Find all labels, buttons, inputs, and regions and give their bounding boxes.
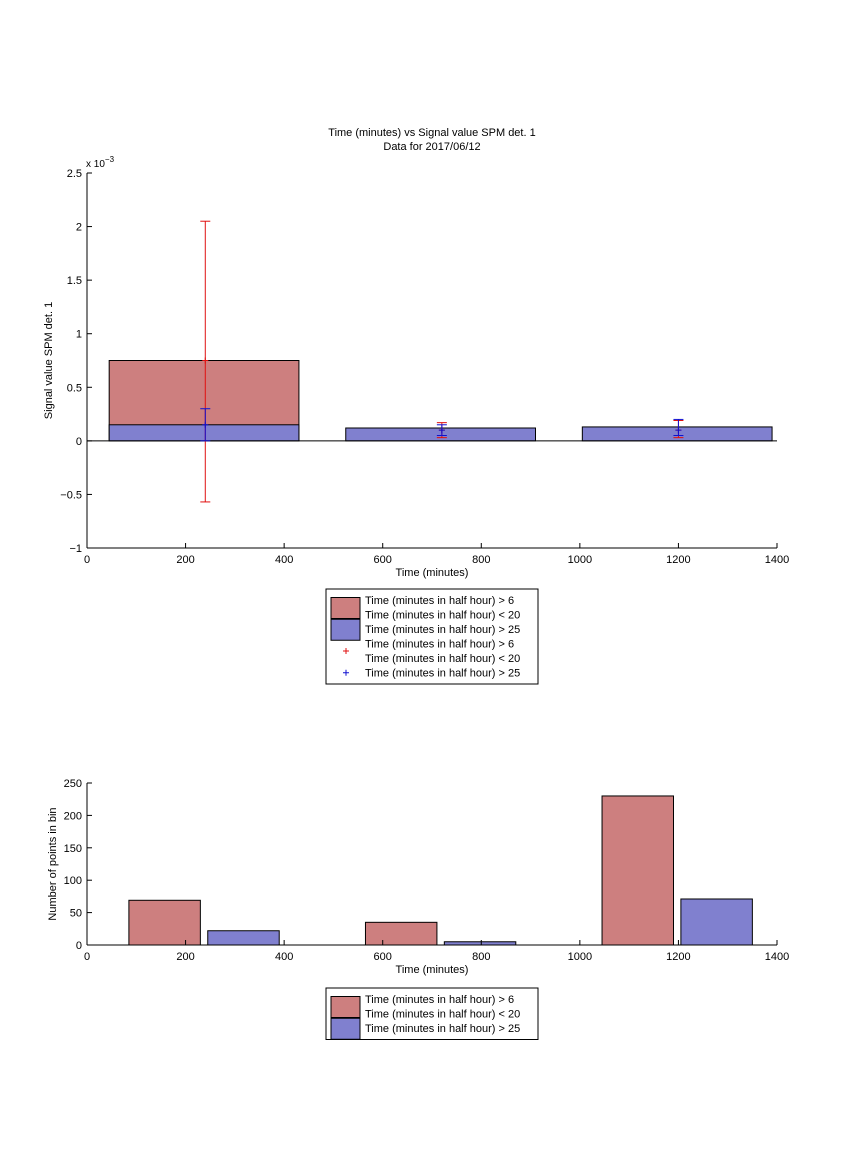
legend-swatch bbox=[330, 1017, 361, 1040]
error-bar bbox=[200, 220, 211, 503]
x-tick-label: 400 bbox=[275, 951, 293, 963]
legend-entry: Time (minutes in half hour) > 6 Time (min… bbox=[343, 639, 520, 665]
bar bbox=[680, 898, 753, 946]
legend-entry: Time (minutes in half hour) > 25 bbox=[330, 1017, 520, 1040]
y-exponent-base: x 10 bbox=[86, 159, 105, 170]
legend-label: Time (minutes in half hour) > 6 bbox=[365, 595, 514, 607]
bar bbox=[128, 899, 201, 946]
y-tick-label: 0 bbox=[76, 436, 82, 448]
legend-swatch bbox=[330, 618, 361, 641]
y-tick-label: 0.5 bbox=[67, 382, 82, 394]
bar bbox=[601, 795, 674, 946]
signal-chart: Time (minutes) vs Signal value SPM det. … bbox=[43, 127, 789, 685]
legend-box bbox=[325, 987, 539, 1040]
y-axis-label: Number of points in bin bbox=[47, 807, 59, 920]
legend: Time (minutes in half hour) > 6 Time (min… bbox=[325, 987, 539, 1040]
legend-label: Time (minutes in half hour) < 20 bbox=[365, 1009, 520, 1021]
y-tick-label: −0.5 bbox=[60, 489, 82, 501]
axes: 0 200 400 600 800 1000 1200 1400 0 50 100 150 200 250 bbox=[64, 778, 790, 963]
y-exponent-label: x 10−3 bbox=[86, 155, 115, 170]
error-bar bbox=[200, 408, 211, 442]
legend-box bbox=[325, 588, 539, 685]
legend: Time (minutes in half hour) > 6 Time (min… bbox=[325, 588, 539, 685]
y-tick-label: 100 bbox=[64, 875, 82, 887]
chart-subtitle: Data for 2017/06/12 bbox=[383, 141, 480, 153]
bar-layer bbox=[128, 795, 753, 946]
x-axis-label: Time (minutes) bbox=[396, 567, 469, 579]
error-bar bbox=[436, 424, 447, 436]
x-tick-label: 800 bbox=[472, 554, 490, 566]
y-exponent-power: −3 bbox=[105, 155, 115, 164]
x-tick-label: 1400 bbox=[765, 554, 789, 566]
y-tick-label: 150 bbox=[64, 843, 82, 855]
y-axis-label: Signal value SPM det. 1 bbox=[43, 302, 55, 419]
y-tick-label: −1 bbox=[69, 543, 82, 555]
x-tick-label: 800 bbox=[472, 951, 490, 963]
legend-label: Time (minutes in half hour) > 25 bbox=[365, 668, 520, 680]
legend-swatch bbox=[330, 996, 361, 1018]
legend-label: Time (minutes in half hour) > 6 bbox=[365, 994, 514, 1006]
legend-label: Time (minutes in half hour) > 25 bbox=[365, 1023, 520, 1035]
x-tick-label: 1000 bbox=[568, 554, 592, 566]
y-tick-label: 2 bbox=[76, 222, 82, 234]
x-tick-label: 600 bbox=[374, 951, 392, 963]
x-tick-label: 0 bbox=[84, 951, 90, 963]
x-tick-label: 1000 bbox=[568, 951, 592, 963]
bar-layer bbox=[108, 360, 773, 442]
y-tick-label: 250 bbox=[64, 778, 82, 790]
bar bbox=[364, 921, 438, 946]
x-axis-label: Time (minutes) bbox=[396, 964, 469, 976]
legend-label: Time (minutes in half hour) < 20 bbox=[365, 610, 520, 622]
x-tick-label: 1200 bbox=[666, 951, 690, 963]
y-tick-label: 2.5 bbox=[67, 168, 82, 180]
y-tick-label: 200 bbox=[64, 810, 82, 822]
legend-swatch bbox=[330, 597, 361, 619]
y-tick-label: 1.5 bbox=[67, 275, 82, 287]
bar bbox=[108, 424, 300, 442]
chart-title: Time (minutes) vs Signal value SPM det. … bbox=[328, 127, 535, 139]
legend-label: Time (minutes in half hour) > 25 bbox=[365, 624, 520, 636]
axes: 0 200 400 600 800 1000 1200 1400 −1 −0.5 0 0.5 1 1.5 2… bbox=[60, 168, 789, 566]
count-chart: 0 200 400 600 800 1000 1200 1400 0 50 100 150 200 250… bbox=[47, 778, 789, 1040]
x-tick-label: 1400 bbox=[765, 951, 789, 963]
y-tick-label: 1 bbox=[76, 329, 82, 341]
bar bbox=[581, 426, 773, 442]
legend-entry: Time (minutes in half hour) > 25 bbox=[330, 618, 520, 641]
legend-label: Time (minutes in half hour) < 20 bbox=[365, 653, 520, 665]
y-tick-label: 50 bbox=[70, 908, 82, 920]
x-tick-label: 200 bbox=[176, 951, 194, 963]
legend-entry: Time (minutes in half hour) > 6 Time (min… bbox=[330, 595, 520, 622]
x-tick-label: 1200 bbox=[666, 554, 690, 566]
bar bbox=[207, 930, 280, 946]
legend-entry: Time (minutes in half hour) > 25 bbox=[343, 668, 520, 680]
legend-label: Time (minutes in half hour) > 6 bbox=[365, 639, 514, 651]
x-tick-label: 400 bbox=[275, 554, 293, 566]
error-bar-layer bbox=[200, 220, 684, 503]
svg-text:x 10−3: x 10−3 bbox=[86, 155, 115, 170]
x-tick-label: 200 bbox=[176, 554, 194, 566]
x-tick-label: 0 bbox=[84, 554, 90, 566]
legend-entry: Time (minutes in half hour) > 6 Time (min… bbox=[330, 994, 520, 1021]
error-bar bbox=[673, 418, 684, 436]
y-tick-label: 0 bbox=[76, 940, 82, 952]
x-tick-label: 600 bbox=[374, 554, 392, 566]
